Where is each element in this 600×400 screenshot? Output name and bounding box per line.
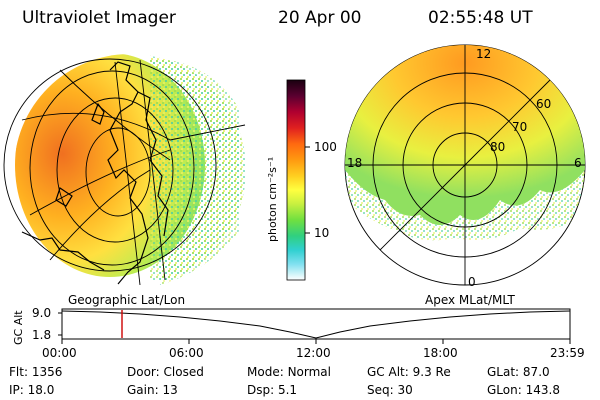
- mlat-label-70: 70: [512, 120, 528, 134]
- altitude-xtick-1800: 18:00: [423, 346, 458, 360]
- info-ip: IP: 18.0: [9, 383, 55, 397]
- dayside-speckle-region: [150, 58, 240, 285]
- colorbar-tick-100: 100: [314, 140, 337, 154]
- left-map-caption: Geographic Lat/Lon: [68, 293, 186, 307]
- info-flt: Flt: 1356: [9, 365, 63, 379]
- altitude-ytick-9: 9.0: [32, 306, 52, 320]
- info-seq: Seq: 30: [367, 383, 413, 397]
- altitude-xtick-0600: 06:00: [169, 346, 204, 360]
- mlat-label-60: 60: [536, 97, 552, 111]
- time-label: 02:55:48 UT: [428, 8, 533, 28]
- info-mode: Mode: Normal: [247, 365, 331, 379]
- info-glon: GLon: 143.8: [487, 383, 560, 397]
- colorbar-unit-label: photon cm⁻²s⁻¹: [266, 156, 279, 242]
- mlt-label-12: 12: [476, 47, 492, 61]
- instrument-title: Ultraviolet Imager: [22, 8, 176, 28]
- altitude-xtick-2359: 23:59: [550, 346, 585, 360]
- info-dsp: Dsp: 5.1: [247, 383, 298, 397]
- altitude-ytick-1-8: 1.8: [32, 328, 52, 342]
- mlat-label-80: 80: [490, 140, 506, 154]
- mlt-label-6: 6: [574, 156, 582, 170]
- date-label: 20 Apr 00: [278, 8, 362, 28]
- colorbar-tick-10: 10: [314, 226, 330, 240]
- altitude-plot: [58, 308, 571, 344]
- right-map-caption: Apex MLat/MLT: [425, 293, 515, 307]
- mlat-mlt-grid: [345, 45, 585, 285]
- info-gain: Gain: 13: [127, 383, 178, 397]
- altitude-xtick-1200: 12:00: [296, 346, 331, 360]
- info-door: Door: Closed: [127, 365, 204, 379]
- mlt-label-0: 0: [468, 275, 476, 289]
- info-glat: GLat: 87.0: [487, 365, 550, 379]
- left-globe-image: [3, 54, 246, 286]
- colorbar: [286, 79, 310, 281]
- right-polar-image: [344, 44, 586, 286]
- altitude-xtick-0000: 00:00: [42, 346, 77, 360]
- mlt-label-18: 18: [347, 156, 363, 170]
- coastlines: [21, 61, 169, 285]
- altitude-ylabel: GC Alt: [12, 310, 25, 345]
- info-gc-alt: GC Alt: 9.3 Re: [367, 365, 451, 379]
- geographic-grid: [3, 58, 246, 286]
